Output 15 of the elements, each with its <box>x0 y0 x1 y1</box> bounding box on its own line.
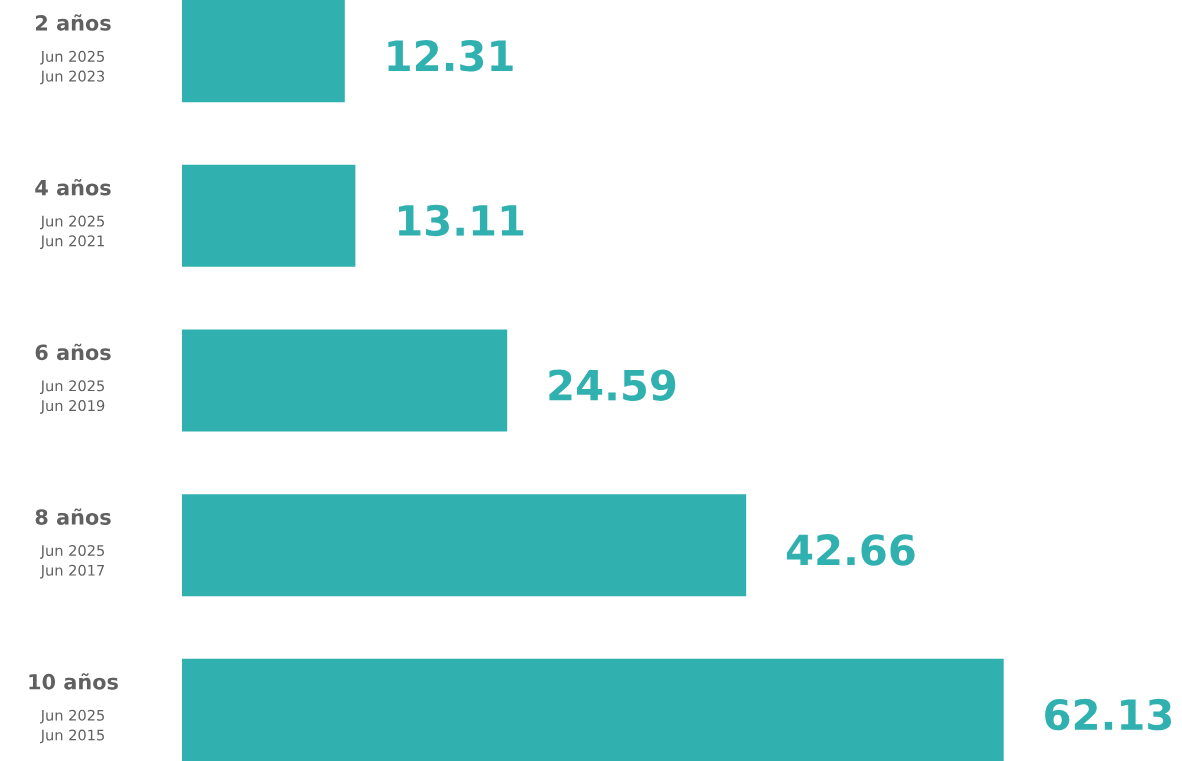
data-label: 12.31 <box>388 39 513 72</box>
y-tick-label: 4 años Jun 2025 Jun 2021 <box>35 178 111 250</box>
y-tick-label: 10 años Jun 2025 Jun 2015 <box>29 673 118 744</box>
data-label: 13.11 <box>398 204 524 237</box>
bar <box>182 658 1004 761</box>
bar <box>182 329 508 432</box>
data-label: 42.66 <box>786 534 915 566</box>
bar <box>182 494 747 597</box>
data-label: 62.13 <box>1045 698 1172 731</box>
data-label: 24.59 <box>549 369 676 401</box>
y-tick-label: 2 años Jun 2025 Jun 2023 <box>35 14 111 85</box>
y-tick-label: 8 años Jun 2025 Jun 2017 <box>35 508 111 579</box>
bar <box>182 0 345 103</box>
y-tick-label: 6 años Jun 2025 Jun 2019 <box>35 343 111 414</box>
bar <box>182 164 356 267</box>
